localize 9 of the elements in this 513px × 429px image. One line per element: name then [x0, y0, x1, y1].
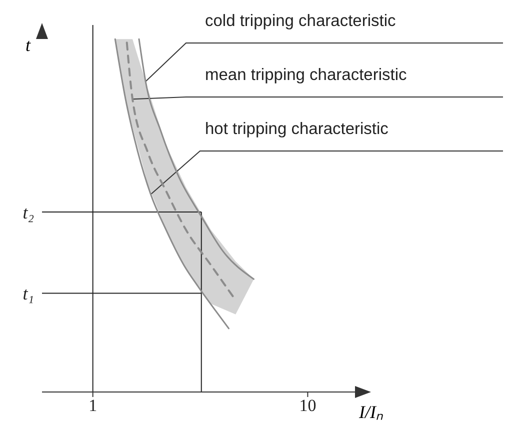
text: mean tripping characteristic [205, 66, 407, 84]
ref-line-label: t₂ [22, 202, 34, 222]
text: cold tripping characteristic [205, 12, 396, 30]
y-axis-title: t [25, 35, 32, 55]
x-tick-label: 10 [299, 396, 316, 416]
x-axis-title: I/Iₙ [358, 402, 384, 422]
x-tick-label: 1 [88, 396, 98, 416]
ref-line-label: t₁ [22, 284, 34, 304]
text: hot tripping characteristic [205, 120, 388, 138]
